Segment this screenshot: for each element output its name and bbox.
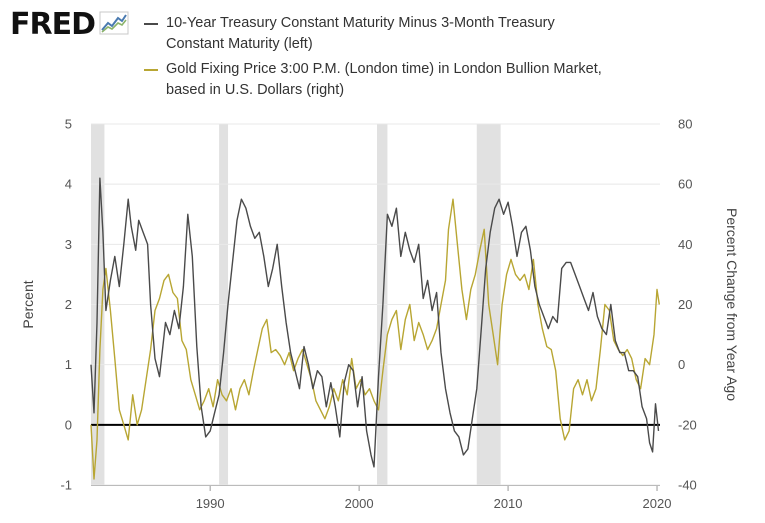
right-tick-label: 0 <box>678 357 685 372</box>
series-lines <box>90 177 660 480</box>
x-tick-label: 2000 <box>345 496 374 511</box>
left-tick-label: -1 <box>60 478 72 493</box>
x-tick-label: 2020 <box>643 496 672 511</box>
series-line-treasury-spread <box>90 177 660 468</box>
legend-label-line-2: based in U.S. Dollars (right) <box>166 82 345 98</box>
left-tick-label: 5 <box>65 117 72 132</box>
legend-swatch-gold <box>144 69 158 71</box>
right-tick-label: -40 <box>678 478 697 493</box>
chart-header: FRED 10-Year Treasury Constant Maturity … <box>0 0 765 110</box>
fred-logo[interactable]: FRED <box>10 10 129 40</box>
axes: -1 0 1 2 3 4 5 -40 -20 0 20 40 60 80 1990 2000 2010 2020 P… <box>20 117 740 512</box>
legend-label-line-1: 10-Year Treasury Constant Maturity Minus… <box>166 15 555 31</box>
left-tick-label: 1 <box>65 357 72 372</box>
legend-item-gold[interactable]: Gold Fixing Price 3:00 P.M. (London time… <box>144 59 726 101</box>
left-tick-label: 4 <box>65 177 72 192</box>
legend-label-line-1: Gold Fixing Price 3:00 P.M. (London time… <box>166 61 602 77</box>
series-line-gold-price <box>90 198 660 480</box>
left-tick-label: 0 <box>65 417 72 432</box>
right-axis-title: Percent Change from Year Ago <box>724 208 740 401</box>
line-chart-icon <box>99 11 129 40</box>
x-tick-label: 2010 <box>494 496 523 511</box>
legend-swatch-spread <box>144 23 158 25</box>
right-tick-label: 20 <box>678 297 692 312</box>
right-tick-label: 60 <box>678 177 692 192</box>
x-tick-label: 1990 <box>196 496 225 511</box>
left-tick-label: 3 <box>65 237 72 252</box>
left-axis-title: Percent <box>20 280 36 328</box>
left-tick-label: 2 <box>65 297 72 312</box>
fred-logo-text: FRED <box>10 7 96 42</box>
right-tick-label: -20 <box>678 417 697 432</box>
right-tick-label: 80 <box>678 117 692 132</box>
right-tick-label: 40 <box>678 237 692 252</box>
legend-label-line-2: Constant Maturity (left) <box>166 36 313 52</box>
legend-item-spread[interactable]: 10-Year Treasury Constant Maturity Minus… <box>144 13 726 55</box>
